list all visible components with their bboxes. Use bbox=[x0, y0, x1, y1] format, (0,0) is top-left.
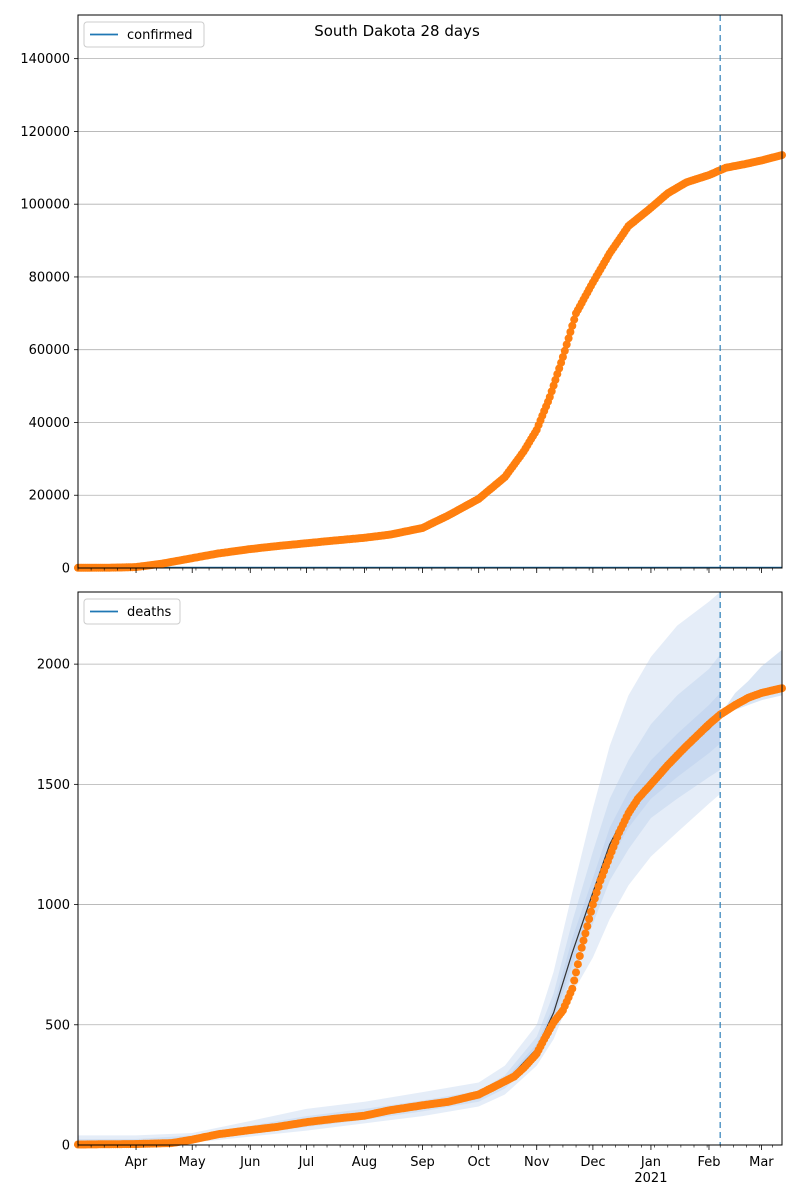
y-tick-label: 2000 bbox=[37, 658, 70, 673]
observed-point bbox=[581, 929, 590, 938]
axes-frame bbox=[77, 14, 783, 569]
observed-point bbox=[562, 340, 571, 349]
x-tick-label: Aug bbox=[352, 1155, 377, 1170]
observed-point bbox=[566, 328, 575, 336]
confidence-band-outer bbox=[78, 592, 721, 1145]
x-tick-label: Apr bbox=[125, 1155, 148, 1170]
observed-point bbox=[583, 922, 592, 931]
x-tick-sublabel: 2021 bbox=[634, 1171, 667, 1186]
legend-label: deaths bbox=[127, 605, 172, 620]
observed-point bbox=[575, 952, 584, 960]
legend: confirmed bbox=[83, 21, 205, 48]
observed-point bbox=[587, 907, 595, 916]
observed-point bbox=[570, 315, 579, 324]
x-tick-label: Sep bbox=[410, 1155, 435, 1170]
y-tick-label: 0 bbox=[62, 562, 70, 577]
x-tick-label: Oct bbox=[467, 1155, 489, 1170]
y-tick-label: 80000 bbox=[29, 270, 70, 285]
axes-frame bbox=[77, 591, 783, 1146]
y-tick-label: 60000 bbox=[29, 343, 70, 358]
y-tick-label: 1500 bbox=[37, 778, 70, 793]
legend-label: confirmed bbox=[127, 28, 193, 43]
y-tick-label: 120000 bbox=[20, 125, 70, 140]
legend: deaths bbox=[83, 598, 181, 625]
x-tick-label: Jan bbox=[640, 1155, 661, 1170]
legend-box bbox=[83, 21, 205, 48]
y-tick-label: 500 bbox=[45, 1018, 70, 1033]
y-tick-label: 20000 bbox=[29, 489, 70, 504]
deaths-panel: 0 500 1000 1500 2000 Apr May Jun Jul Aug Sep Oct Nov… bbox=[37, 591, 786, 1186]
observed-point bbox=[592, 888, 601, 897]
y-tick-label: 0 bbox=[62, 1139, 70, 1154]
observed-point bbox=[588, 900, 597, 909]
x-tick-label: Dec bbox=[580, 1155, 605, 1170]
observed-point bbox=[558, 353, 567, 361]
observed-point bbox=[570, 976, 579, 985]
observed-point bbox=[560, 346, 569, 355]
chart-title: South Dakota 28 days bbox=[314, 22, 480, 40]
observed-point bbox=[594, 882, 603, 891]
y-tick-label: 1000 bbox=[37, 898, 70, 913]
observed-point bbox=[564, 334, 573, 343]
x-tick-label: Feb bbox=[697, 1155, 720, 1170]
x-tick-label: Nov bbox=[524, 1155, 550, 1170]
x-tick-label: May bbox=[179, 1155, 206, 1170]
observed-point bbox=[568, 984, 577, 993]
y-tick-label: 40000 bbox=[29, 416, 70, 431]
observed-point bbox=[568, 321, 577, 330]
observed-point bbox=[573, 960, 582, 969]
observed-point bbox=[579, 936, 588, 945]
x-tick-label: Jun bbox=[239, 1155, 260, 1170]
y-tick-label: 100000 bbox=[20, 198, 70, 213]
y-tick-label: 140000 bbox=[20, 52, 70, 67]
confidence-band-projection bbox=[720, 649, 782, 715]
confirmed-panel: 0 20000 40000 60000 80000 100000 120000 140000 c… bbox=[20, 14, 786, 577]
observed-point bbox=[585, 915, 594, 923]
observed-point bbox=[590, 894, 599, 903]
x-tick-label: Jul bbox=[298, 1155, 315, 1170]
x-tick-label: Mar bbox=[749, 1155, 774, 1170]
observed-point bbox=[577, 943, 586, 952]
observed-point bbox=[572, 968, 580, 977]
legend-box bbox=[83, 598, 181, 625]
